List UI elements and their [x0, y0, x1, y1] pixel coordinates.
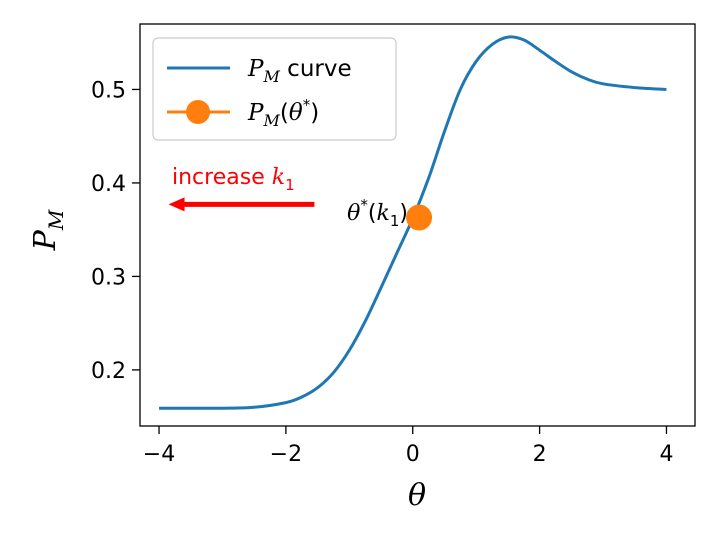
point-annotation: θ*(k1) — [347, 196, 408, 230]
svg-text:θ*(k1): θ*(k1) — [347, 196, 408, 230]
svg-text:PM: PM — [28, 209, 68, 251]
plot-frame — [139, 23, 696, 427]
x-tick-label: −4 — [143, 442, 175, 467]
legend-label-point: PM(θ*) — [247, 96, 319, 130]
y-tick-label: 0.5 — [91, 78, 126, 103]
y-tick-label: 0.2 — [91, 359, 126, 384]
x-axis-ticks: −4 −2 0 2 4 — [143, 426, 673, 467]
series-line-pm-curve — [159, 35, 667, 410]
y-axis-label: PM — [28, 209, 68, 251]
svg-text:increase k1: increase k1 — [172, 165, 295, 194]
legend: PM curve PM(θ*) — [152, 37, 397, 141]
increase-annotation: increase k1 — [168, 165, 315, 212]
y-tick-label: 0.4 — [91, 172, 126, 197]
x-axis-label: θ — [408, 478, 426, 513]
x-tick-label: −2 — [270, 442, 302, 467]
y-tick-label: 0.3 — [91, 265, 126, 290]
legend-point-swatch — [186, 100, 210, 124]
legend-label-curve: PM curve — [247, 56, 352, 86]
legend-box — [152, 37, 397, 141]
data-point-theta-star — [406, 204, 433, 231]
x-tick-label: 2 — [533, 442, 547, 467]
increase-arrow-head — [168, 197, 185, 212]
y-axis-ticks: 0.2 0.3 0.4 0.5 — [91, 78, 140, 384]
chart-marks — [159, 35, 667, 410]
x-tick-label: 0 — [406, 442, 420, 467]
x-tick-label: 4 — [659, 442, 673, 467]
